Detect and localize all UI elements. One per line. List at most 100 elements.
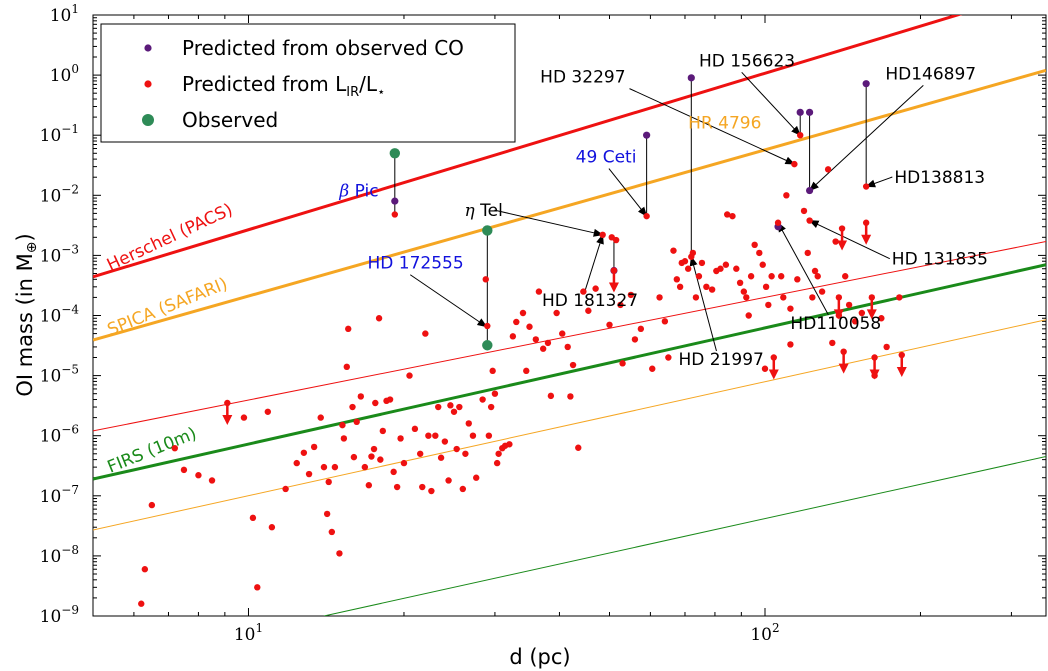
data-point	[305, 470, 313, 478]
data-point	[422, 330, 429, 337]
data-point	[612, 236, 620, 244]
data-point	[425, 432, 432, 439]
data-point	[513, 318, 520, 326]
data-point	[564, 343, 571, 351]
data-point	[300, 449, 308, 456]
data-point	[391, 211, 399, 218]
data-point	[765, 301, 772, 309]
y-tick-label-exponent: −3	[61, 242, 79, 256]
annotation-text: 49 Ceti	[576, 148, 637, 168]
annotation-arrow	[494, 209, 604, 237]
data-point	[717, 265, 724, 272]
data-point	[462, 450, 469, 457]
y-tick-label: 101	[50, 2, 79, 26]
data-point	[482, 225, 493, 236]
annotation-label: HD 21997	[678, 350, 763, 370]
annotation-text: HD 181327	[542, 291, 638, 311]
data-point	[806, 217, 813, 224]
data-point	[804, 249, 811, 257]
annotation-arrow	[608, 168, 648, 217]
annotation-label: HD 181327	[542, 291, 638, 311]
data-point	[340, 435, 348, 442]
annotation-label: HD 172555	[368, 254, 464, 274]
upper-limit-arrow-head	[222, 415, 233, 426]
y-tick-label-exponent: −8	[61, 543, 79, 557]
y-tick-label-base: 10	[40, 487, 62, 507]
annotation-label: HD110058	[790, 314, 881, 334]
data-point	[377, 456, 384, 463]
y-tick-label: 10−4	[40, 303, 80, 327]
data-point	[416, 450, 424, 457]
data-point	[606, 321, 613, 329]
data-point	[619, 360, 626, 367]
x-tick-label-exponent: 1	[255, 621, 263, 635]
data-point	[736, 279, 744, 287]
y-tick-label: 10−7	[40, 483, 79, 507]
sensitivity-line	[323, 456, 1046, 616]
data-point	[637, 325, 645, 333]
data-point	[411, 425, 419, 433]
y-tick-label-base: 10	[40, 126, 62, 146]
data-point	[743, 294, 750, 301]
data-point	[482, 340, 493, 351]
data-point	[676, 283, 684, 291]
data-point	[783, 192, 790, 199]
y-tick-label-exponent: −4	[61, 303, 79, 317]
upper-limit-point	[610, 267, 618, 274]
data-point	[567, 393, 574, 400]
data-point	[456, 403, 463, 411]
data-point	[350, 453, 358, 461]
upper-limit-arrow-head	[896, 367, 907, 378]
data-point	[428, 487, 435, 495]
data-point	[547, 392, 555, 400]
y-tick-label-base: 10	[40, 547, 62, 567]
annotation-text: HR 4796	[688, 113, 761, 133]
data-point	[724, 211, 731, 218]
annotation-label: HD138813	[894, 168, 985, 188]
data-point	[432, 432, 439, 439]
legend-label-sub: ⋆	[377, 85, 385, 100]
y-tick-label-exponent: 0	[71, 62, 79, 76]
sensitivity-line	[93, 319, 1046, 531]
data-point	[695, 273, 703, 280]
data-point	[406, 372, 413, 379]
y-tick-label: 10−8	[40, 543, 79, 567]
legend: Predicted from observed CO Predicted from…	[100, 23, 516, 143]
y-tick-label-exponent: −7	[61, 483, 79, 497]
curve-labels: Herschel (PACS)SPICA (SAFARI)FIRS (10m)	[104, 200, 236, 478]
data-point	[437, 454, 445, 461]
data-point	[353, 418, 360, 426]
data-point	[400, 459, 408, 467]
data-point	[592, 285, 599, 292]
annotation-label: HD 32297	[540, 68, 625, 88]
annotation-text: Pic	[355, 182, 379, 202]
annotation-arrows	[409, 71, 924, 352]
data-point	[559, 330, 566, 337]
data-point	[858, 309, 866, 317]
y-tick-label-base: 10	[50, 66, 72, 86]
annotation-label: HD 156623	[699, 51, 795, 71]
annotation-text: HD110058	[790, 314, 881, 334]
data-point	[842, 273, 849, 280]
data-point	[756, 249, 763, 257]
data-point	[435, 403, 442, 411]
data-point	[751, 241, 758, 249]
data-point	[805, 108, 814, 116]
data-point	[787, 341, 794, 348]
data-point	[509, 333, 517, 340]
data-point	[800, 207, 808, 215]
upper-limit-point	[835, 294, 843, 301]
data-point	[372, 399, 379, 407]
data-point	[310, 443, 318, 451]
data-point	[379, 427, 387, 435]
data-point	[768, 273, 775, 280]
data-point	[393, 483, 401, 491]
data-point	[733, 265, 740, 272]
x-tick-label-base: 10	[234, 625, 256, 645]
sensitivity-line	[93, 241, 1046, 432]
sensitivity-line	[93, 68, 1046, 342]
upper-limit-point	[840, 348, 847, 355]
data-point	[569, 361, 577, 369]
data-point	[698, 259, 706, 267]
